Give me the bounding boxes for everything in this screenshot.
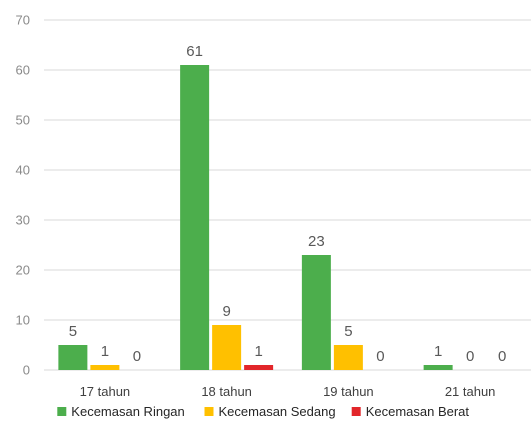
x-tick-label: 17 tahun	[80, 384, 131, 399]
bar	[212, 325, 242, 370]
legend-swatch	[57, 407, 67, 416]
y-tick-label: 70	[16, 13, 30, 28]
gridlines	[44, 19, 531, 371]
data-label: 9	[222, 303, 230, 320]
data-label: 61	[186, 43, 203, 60]
legend-label: Kecemasan Sedang	[219, 404, 336, 419]
x-tick-label: 21 tahun	[445, 384, 496, 399]
y-tick-label: 60	[16, 63, 30, 78]
bar	[301, 255, 331, 370]
bars	[58, 65, 453, 370]
bar	[58, 345, 88, 370]
y-tick-label: 20	[16, 263, 30, 278]
x-axis-ticks: 17 tahun 18 tahun 19 tahun 21 tahun	[80, 384, 496, 399]
y-tick-label: 50	[16, 113, 30, 128]
data-label: 1	[101, 343, 109, 360]
bar	[333, 345, 363, 370]
bar	[180, 65, 210, 370]
y-tick-label: 0	[23, 363, 30, 378]
data-label: 0	[133, 348, 141, 365]
x-tick-label: 18 tahun	[201, 384, 252, 399]
legend-label: Kecemasan Ringan	[71, 404, 184, 419]
x-tick-label: 19 tahun	[323, 384, 374, 399]
data-label: 5	[69, 323, 77, 340]
data-label: 1	[434, 343, 442, 360]
y-tick-label: 30	[16, 213, 30, 228]
legend: Kecemasan Ringan Kecemasan Sedang Kecemasa…	[57, 404, 469, 419]
data-label: 23	[308, 233, 325, 250]
legend-label: Kecemasan Berat	[366, 404, 470, 419]
data-label: 0	[466, 348, 474, 365]
legend-swatch	[204, 407, 214, 416]
data-label: 1	[254, 343, 262, 360]
legend-swatch	[351, 407, 361, 416]
data-label: 0	[376, 348, 384, 365]
y-tick-label: 40	[16, 163, 30, 178]
y-tick-label: 10	[16, 313, 30, 328]
y-axis-ticks: 0 10 20 30 40 50 60 70	[16, 13, 30, 378]
data-labels: 5 1 0 61 9 1 23 5 0 1 0 0	[69, 43, 507, 365]
data-label: 0	[498, 348, 506, 365]
bar	[423, 365, 453, 370]
data-label: 5	[344, 323, 352, 340]
bar	[90, 365, 120, 370]
bar	[244, 365, 274, 370]
